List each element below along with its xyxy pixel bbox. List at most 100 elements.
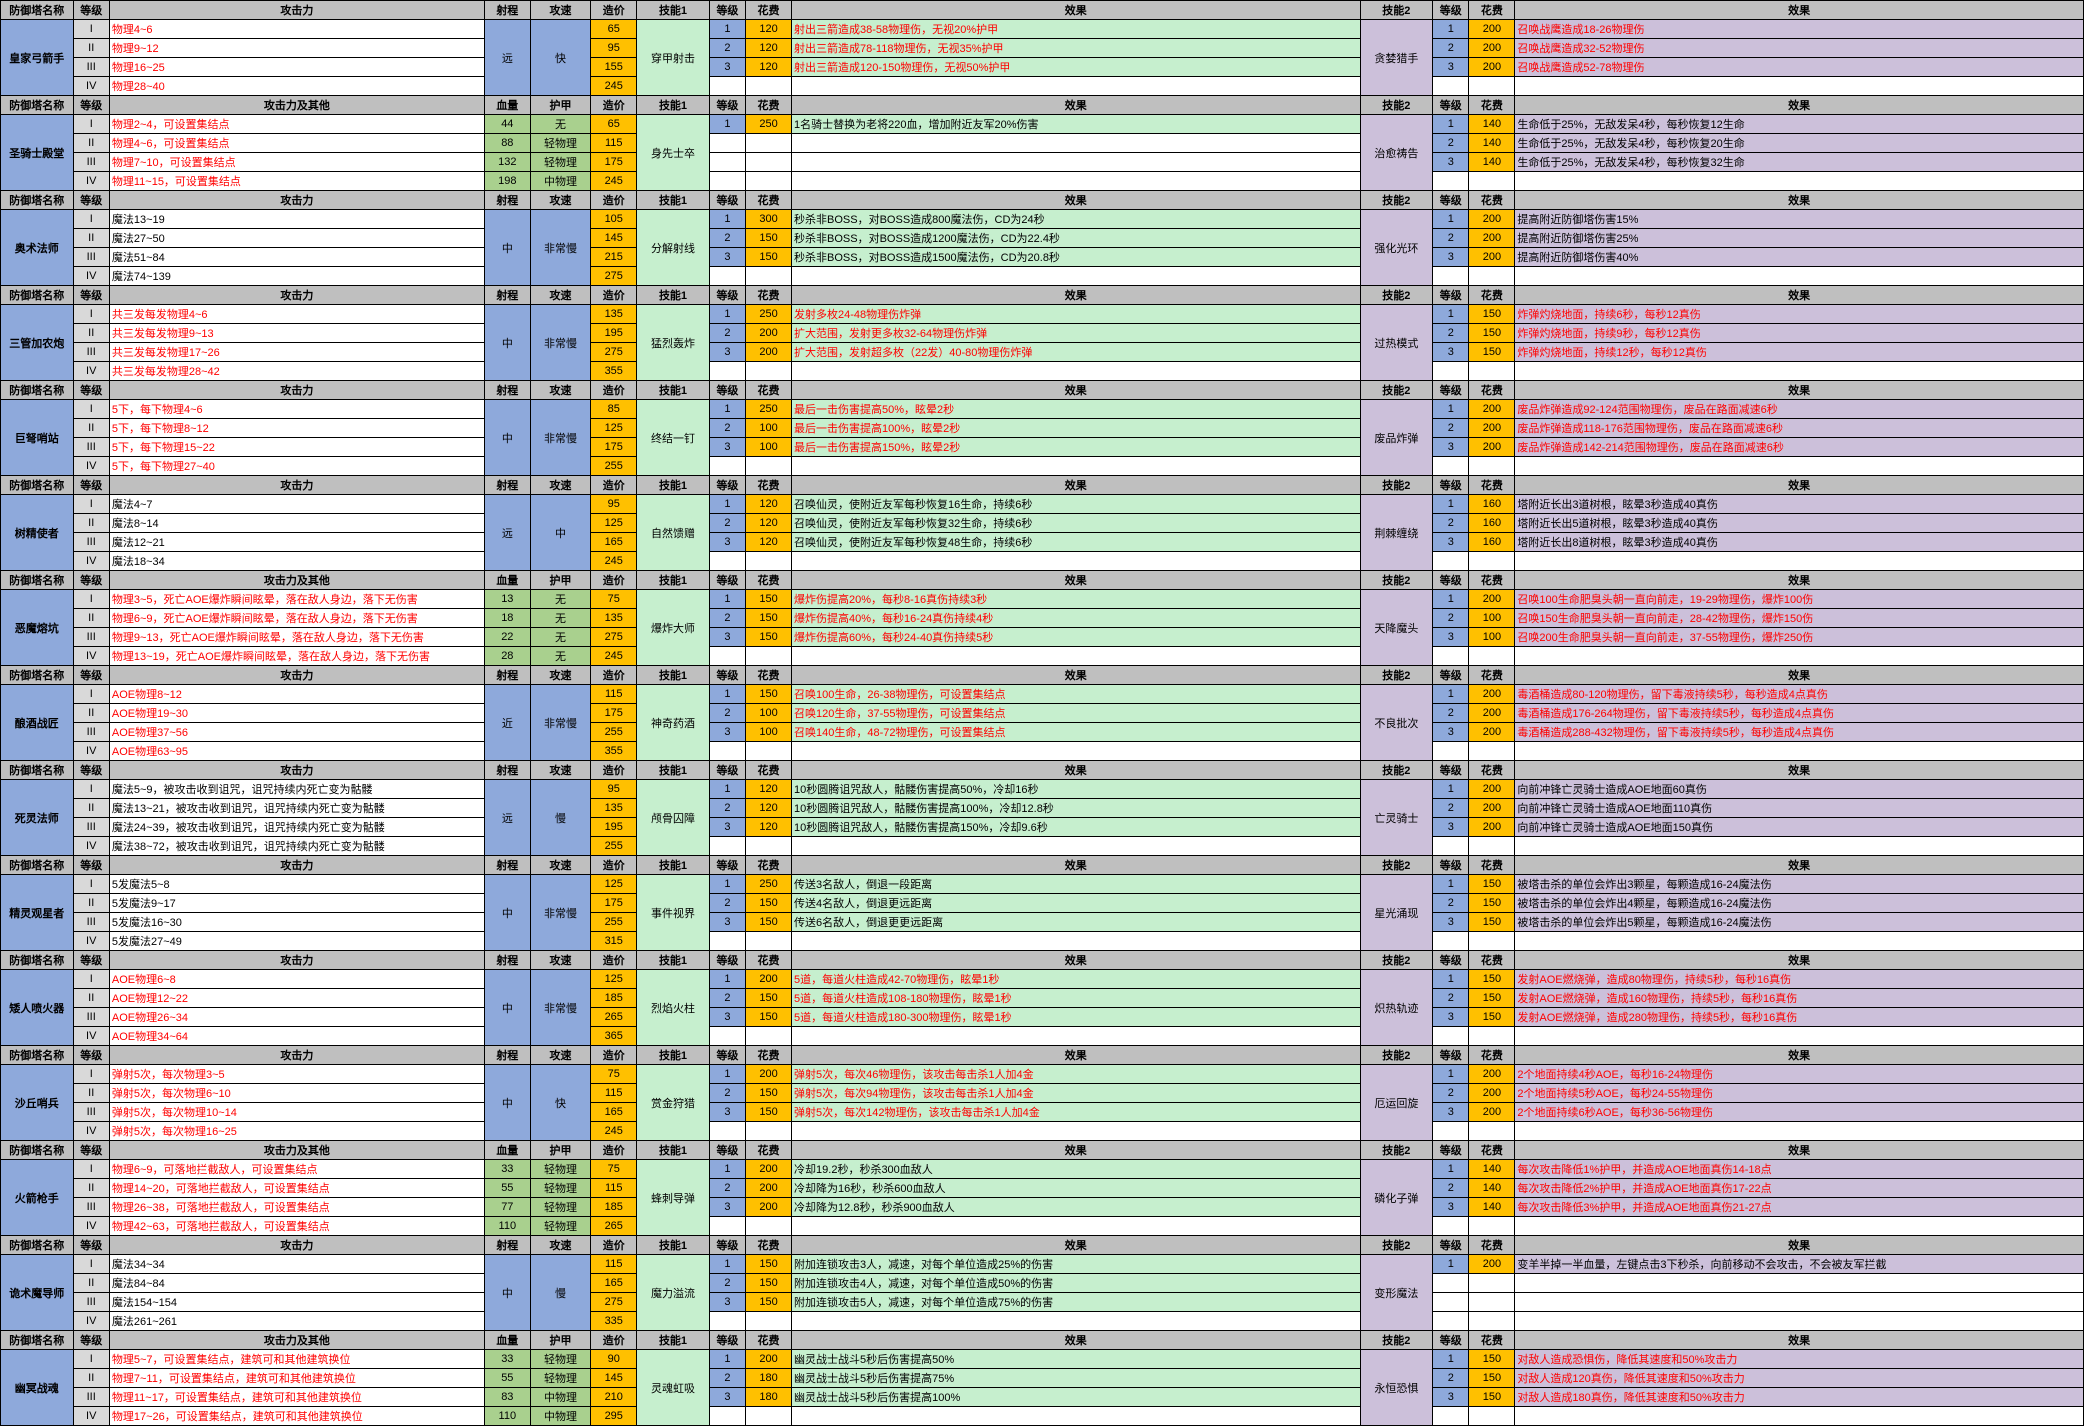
speed-value: 非常慢 — [530, 685, 590, 761]
skill1-cost: 120 — [746, 20, 792, 39]
speed-value: 非常慢 — [530, 210, 590, 286]
col-level: 等级 — [73, 381, 109, 400]
armor-value: 无 — [530, 647, 590, 666]
skill2-name: 磷化子弹 — [1360, 1160, 1433, 1236]
col-speed: 攻速 — [530, 476, 590, 495]
col-s2cost: 花费 — [1469, 666, 1515, 685]
skill2-effect: 生命低于25%，无敌发呆4秒，每秒恢复20生命 — [1515, 134, 2084, 153]
skill1-cost: 120 — [746, 495, 792, 514]
col-s2lvl: 等级 — [1433, 96, 1469, 115]
attack-value: 弹射5次，每次物理3~5 — [109, 1065, 484, 1084]
col-scost: 花费 — [746, 286, 792, 305]
cost-value: 115 — [591, 685, 637, 704]
empty — [1469, 1217, 1515, 1236]
skill1-level: 3 — [709, 723, 745, 742]
skill2-cost: 200 — [1469, 590, 1515, 609]
col-scost: 花费 — [746, 381, 792, 400]
row-level: II — [73, 799, 109, 818]
skill1-cost: 250 — [746, 115, 792, 134]
empty — [1433, 1122, 1469, 1141]
empty — [1469, 1407, 1515, 1426]
skill1-level: 3 — [709, 533, 745, 552]
skill1-effect: 爆炸伤提高60%，每秒24-40真伤持续5秒 — [792, 628, 1361, 647]
skill1-level: 2 — [709, 1084, 745, 1103]
attack-value: 物理16~25 — [109, 58, 484, 77]
attack-value: AOE物理19~30 — [109, 704, 484, 723]
skill1-effect: 射出三箭造成78-118物理伤，无视35%护甲 — [792, 39, 1361, 58]
col-scost: 花费 — [746, 666, 792, 685]
hp-value: 28 — [484, 647, 530, 666]
cost-value: 65 — [591, 115, 637, 134]
cost-value: 75 — [591, 590, 637, 609]
cost-value: 255 — [591, 913, 637, 932]
empty — [1469, 1122, 1515, 1141]
col-level: 等级 — [73, 1046, 109, 1065]
col-effect1: 效果 — [792, 381, 1361, 400]
col-s2cost: 花费 — [1469, 191, 1515, 210]
skill2-name: 治愈祷告 — [1360, 115, 1433, 191]
row-level: II — [73, 1369, 109, 1388]
speed-value: 非常慢 — [530, 970, 590, 1046]
col-effect2: 效果 — [1515, 286, 2084, 305]
attack-value: 物理2~4，可设置集结点 — [109, 115, 484, 134]
cost-value: 145 — [591, 1369, 637, 1388]
col-tower-name: 防御塔名称 — [1, 381, 74, 400]
empty — [1433, 457, 1469, 476]
skill2-effect: 废品炸弹造成118-176范围物理伤，废品在路面减速6秒 — [1515, 419, 2084, 438]
cost-value: 210 — [591, 1388, 637, 1407]
row-level: IV — [73, 1027, 109, 1046]
cost-value: 245 — [591, 552, 637, 571]
col-slvl: 等级 — [709, 1331, 745, 1350]
armor-value: 中物理 — [530, 1407, 590, 1426]
col-slvl: 等级 — [709, 286, 745, 305]
row-level: II — [73, 134, 109, 153]
skill1-effect: 冷却19.2秒，秒杀300血敌人 — [792, 1160, 1361, 1179]
row-level: II — [73, 419, 109, 438]
attack-value: 魔法38~72，被攻击收到诅咒，诅咒持续内死亡变为骷髅 — [109, 837, 484, 856]
empty — [1469, 362, 1515, 381]
skill1-level: 2 — [709, 1179, 745, 1198]
col-skill1: 技能1 — [637, 951, 710, 970]
col-s2lvl: 等级 — [1433, 286, 1469, 305]
skill2-cost: 160 — [1469, 495, 1515, 514]
skill2-effect: 毒酒桶造成176-264物理伤，留下毒液持续5秒，每秒造成4点真伤 — [1515, 704, 2084, 723]
col-attack: 攻击力 — [109, 1046, 484, 1065]
skill2-cost: 200 — [1469, 1065, 1515, 1084]
skill2-name: 荆棘缠绕 — [1360, 495, 1433, 571]
skill1-name: 蜂刺导弹 — [637, 1160, 710, 1236]
row-level: IV — [73, 1122, 109, 1141]
cost-value: 135 — [591, 799, 637, 818]
col-effect1: 效果 — [792, 666, 1361, 685]
armor-value: 轻物理 — [530, 1369, 590, 1388]
skill2-cost: 150 — [1469, 894, 1515, 913]
col-effect2: 效果 — [1515, 1236, 2084, 1255]
empty — [709, 1027, 745, 1046]
col-speed: 攻速 — [530, 856, 590, 875]
skill2-effect: 向前冲锋亡灵骑士造成AOE地面150真伤 — [1515, 818, 2084, 837]
col-slvl: 等级 — [709, 191, 745, 210]
empty — [792, 1027, 1361, 1046]
col-skill2: 技能2 — [1360, 761, 1433, 780]
skill1-level: 1 — [709, 1255, 745, 1274]
skill2-effect: 被塔击杀的单位会炸出3颗星，每颗造成16-24魔法伤 — [1515, 875, 2084, 894]
col-slvl: 等级 — [709, 761, 745, 780]
skill2-cost: 200 — [1469, 229, 1515, 248]
cost-value: 115 — [591, 1084, 637, 1103]
armor-value: 轻物理 — [530, 1160, 590, 1179]
attack-value: 5发魔法9~17 — [109, 894, 484, 913]
empty — [792, 742, 1361, 761]
col-skill1: 技能1 — [637, 1331, 710, 1350]
col-speed: 攻速 — [530, 761, 590, 780]
cost-value: 115 — [591, 134, 637, 153]
cost-value: 165 — [591, 1103, 637, 1122]
empty — [1515, 552, 2084, 571]
skill1-effect: 召唤仙灵，使附近友军每秒恢复32生命，持续6秒 — [792, 514, 1361, 533]
cost-value: 125 — [591, 875, 637, 894]
hp-value: 198 — [484, 172, 530, 191]
col-range: 射程 — [484, 951, 530, 970]
col-speed: 攻速 — [530, 951, 590, 970]
col-tower-name: 防御塔名称 — [1, 476, 74, 495]
col-skill2: 技能2 — [1360, 666, 1433, 685]
skill2-level: 2 — [1433, 1369, 1469, 1388]
skill1-cost: 150 — [746, 1084, 792, 1103]
